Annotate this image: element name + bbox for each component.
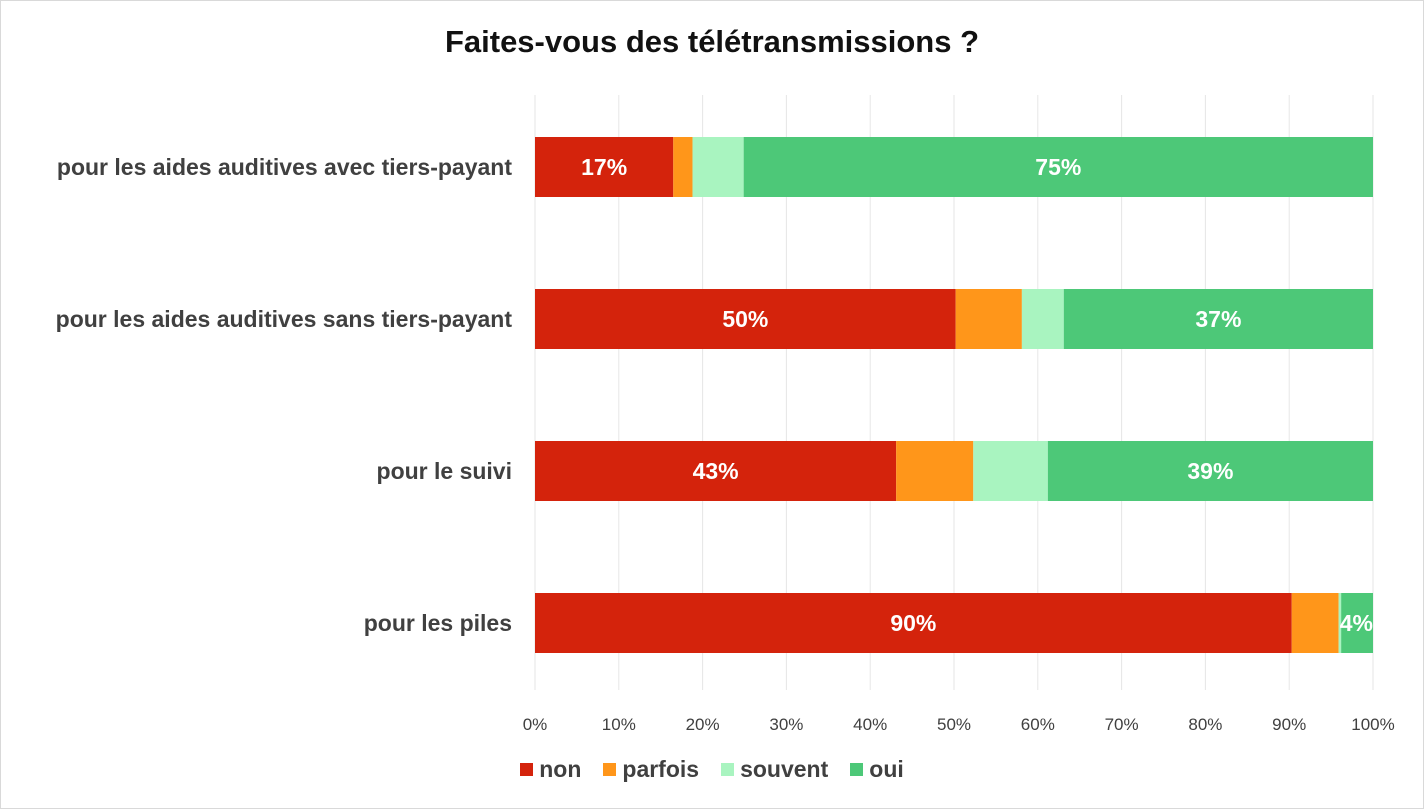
x-tick-label: 70% [1105,715,1139,734]
data-label: 17% [581,154,627,180]
bar-segment-souvent [973,441,1048,501]
bar-segment-parfois [673,137,693,197]
legend-swatch [721,763,735,776]
legend-swatch [603,763,617,776]
bar-segment-parfois [896,441,974,501]
legend-swatch [520,763,534,776]
bar-segment-souvent [1021,289,1064,349]
bar-segment-non [535,593,1292,653]
bar-segment-non [535,289,956,349]
legend-item-oui: oui [850,756,904,783]
legend-label: souvent [740,756,829,782]
data-label: 50% [722,306,768,332]
x-tick-label: 90% [1272,715,1306,734]
chart-title: Faites-vous des télétransmissions ? [444,24,980,59]
bar-segment-non [535,441,897,501]
bar-segment-souvent [692,137,744,197]
x-tick-label: 20% [686,715,720,734]
data-label: 37% [1195,306,1241,332]
legend-item-parfois: parfois [603,756,699,783]
category-label: pour les aides auditives sans tiers-paya… [56,306,513,332]
x-tick-label: 60% [1021,715,1055,734]
legend-label: oui [869,756,904,782]
bar-segment-oui [743,137,1373,197]
x-tick-label: 30% [769,715,803,734]
category-label: pour les aides auditives avec tiers-paya… [57,154,512,180]
x-tick-label: 40% [853,715,887,734]
legend-swatch [850,763,864,776]
data-label: 43% [693,458,739,484]
x-tick-label: 80% [1188,715,1222,734]
data-label: 4% [1340,610,1373,636]
bar-segment-parfois [955,289,1022,349]
data-label: 39% [1187,458,1233,484]
x-tick-label: 10% [602,715,636,734]
bar-segment-non [535,137,674,197]
bar-segment-parfois [1291,593,1339,653]
bar-segment-souvent [1338,593,1342,653]
x-tick-label: 0% [523,715,548,734]
data-label: 75% [1035,154,1081,180]
bar-segment-oui [1047,441,1373,501]
legend-label: non [539,756,582,782]
bar-segment-oui [1341,593,1373,653]
legend-item-non: non [520,756,581,783]
data-label: 90% [890,610,936,636]
legend-item-souvent: souvent [721,756,828,783]
bar-segment-oui [1063,289,1373,349]
x-tick-label: 100% [1351,715,1394,734]
x-tick-label: 50% [937,715,971,734]
category-label: pour le suivi [377,458,512,484]
chart-legend: non parfois souvent oui [0,756,1424,783]
legend-label: parfois [622,756,700,782]
category-label: pour les piles [364,610,512,636]
